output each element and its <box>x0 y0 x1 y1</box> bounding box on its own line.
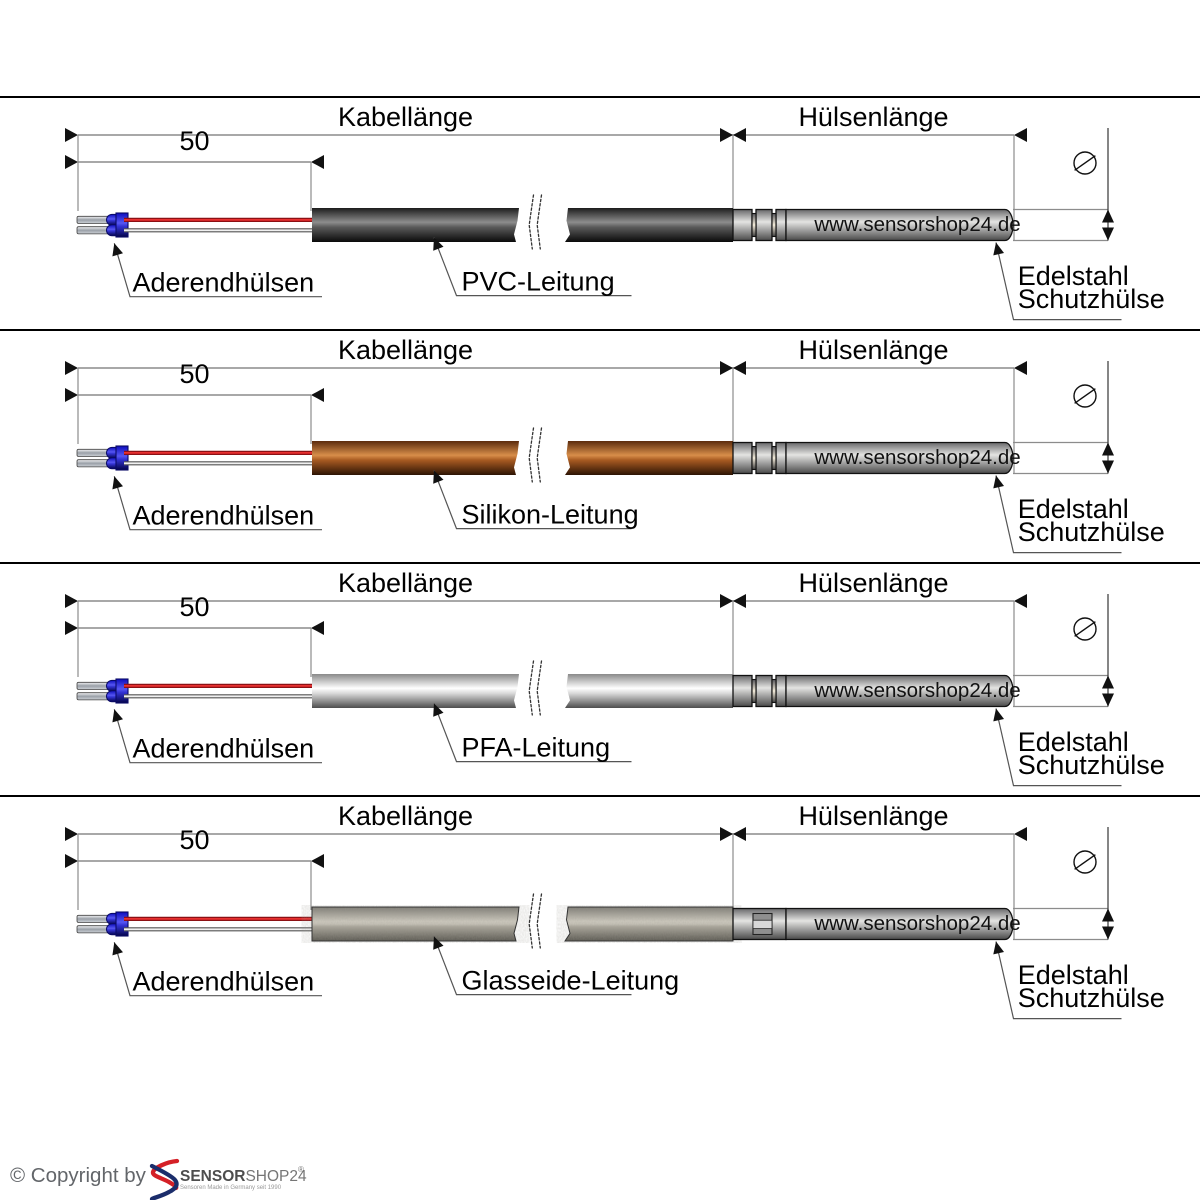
svg-text:Schutzhülse: Schutzhülse <box>1018 750 1165 780</box>
svg-text:Kabellänge: Kabellänge <box>338 801 473 831</box>
svg-text:Hülsenlänge: Hülsenlänge <box>798 335 948 365</box>
svg-text:Schutzhülse: Schutzhülse <box>1018 284 1165 314</box>
svg-text:Kabellänge: Kabellänge <box>338 568 473 598</box>
svg-text:Sensoren Made in Germany seit: Sensoren Made in Germany seit 1990 <box>180 1185 282 1191</box>
svg-text:Aderendhülsen: Aderendhülsen <box>133 734 315 764</box>
svg-text:PFA-Leitung: PFA-Leitung <box>462 733 611 763</box>
svg-text:www.sensorshop24.de: www.sensorshop24.de <box>813 213 1020 236</box>
svg-text:50: 50 <box>179 825 209 855</box>
svg-text:Aderendhülsen: Aderendhülsen <box>133 501 315 531</box>
svg-text:®: ® <box>298 1165 304 1174</box>
svg-text:Aderendhülsen: Aderendhülsen <box>133 967 315 997</box>
svg-text:50: 50 <box>179 126 209 156</box>
svg-text:Kabellänge: Kabellänge <box>338 102 473 132</box>
svg-text:Hülsenlänge: Hülsenlänge <box>798 102 948 132</box>
svg-text:www.sensorshop24.de: www.sensorshop24.de <box>813 446 1020 469</box>
svg-text:SENSORSHOP24: SENSORSHOP24 <box>180 1168 307 1185</box>
svg-text:Aderendhülsen: Aderendhülsen <box>133 268 315 298</box>
svg-text:Kabellänge: Kabellänge <box>338 335 473 365</box>
svg-text:Hülsenlänge: Hülsenlänge <box>798 801 948 831</box>
svg-text:PVC-Leitung: PVC-Leitung <box>462 267 615 297</box>
svg-text:50: 50 <box>179 592 209 622</box>
svg-text:Hülsenlänge: Hülsenlänge <box>798 568 948 598</box>
svg-text:Schutzhülse: Schutzhülse <box>1018 983 1165 1013</box>
svg-text:Schutzhülse: Schutzhülse <box>1018 517 1165 547</box>
svg-text:www.sensorshop24.de: www.sensorshop24.de <box>813 679 1020 702</box>
svg-text:50: 50 <box>179 359 209 389</box>
svg-text:www.sensorshop24.de: www.sensorshop24.de <box>813 912 1020 935</box>
svg-text:Silikon-Leitung: Silikon-Leitung <box>462 500 639 530</box>
svg-text:Glasseide-Leitung: Glasseide-Leitung <box>462 966 680 996</box>
svg-text:© Copyright by: © Copyright by <box>10 1164 147 1187</box>
